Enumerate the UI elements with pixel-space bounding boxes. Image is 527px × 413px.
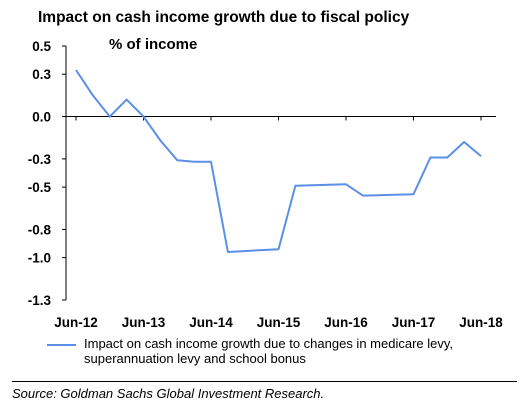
x-axis: Jun-12 Jun-13 Jun-14 Jun-15 Jun-16 Jun-17 Jun-… [54, 116, 503, 330]
y-tick-label: -0.3 [28, 152, 52, 167]
y-tick-label: -1.0 [28, 251, 51, 266]
x-tick-label: Jun-18 [459, 315, 503, 330]
x-tick-label: Jun-15 [257, 315, 301, 330]
y-tick-label: 0.5 [32, 39, 51, 54]
x-tick-label: Jun-16 [324, 315, 368, 330]
y-axis-label: % of income [109, 36, 198, 53]
y-axis: 0.5 0.3 0.0 -0.3 -0.5 -0.8 -1.0 -1.3 [28, 39, 67, 308]
source-note: Source: Goldman Sachs Global Investment … [12, 386, 325, 401]
x-tick-label: Jun-14 [189, 315, 233, 330]
x-tick-label: Jun-17 [392, 315, 436, 330]
x-tick-label: Jun-13 [122, 315, 166, 330]
y-tick-label: 0.3 [32, 67, 51, 82]
line-chart: 0.50.30.0-0.3-0.5-0.8-1.0-1.3 Jun-12 Jun-… [28, 39, 504, 330]
series-line [75, 69, 482, 253]
divider [12, 381, 517, 382]
legend-swatch [47, 344, 76, 346]
plot-area [75, 69, 482, 253]
y-tick-label: -0.5 [28, 180, 52, 195]
y-tick-label: -0.8 [28, 222, 52, 237]
legend-label: Impact on cash income growth due to chan… [84, 336, 454, 366]
chart-title: Impact on cash income growth due to fisc… [38, 9, 410, 26]
y-tick-label: -1.3 [28, 293, 52, 308]
y-tick-label: 0.0 [32, 110, 51, 125]
x-tick-label: Jun-12 [54, 315, 98, 330]
